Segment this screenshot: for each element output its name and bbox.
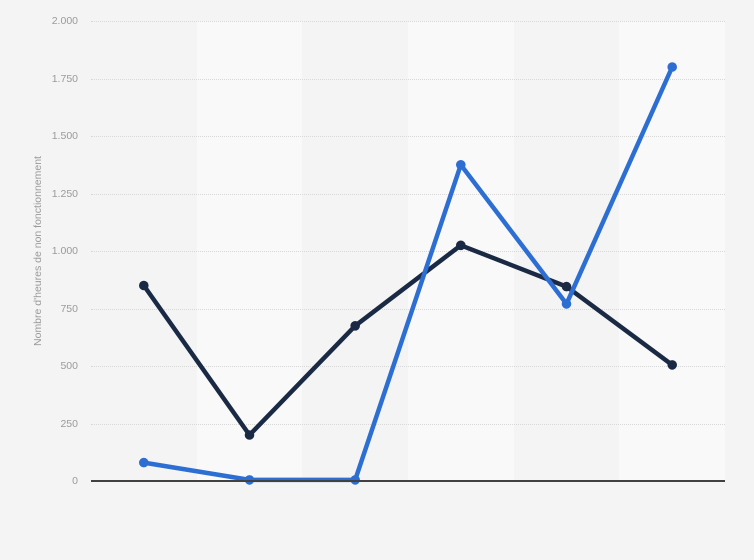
dark-navy-series-data-point[interactable]	[139, 280, 149, 291]
dark-navy-series-data-point[interactable]	[244, 430, 255, 440]
blue-series-data-point[interactable]	[350, 475, 361, 485]
blue-series-line	[141, 64, 675, 483]
y-tick-label: 1.250	[51, 187, 78, 200]
chart-svg	[139, 62, 677, 485]
blue-series-data-point[interactable]	[667, 62, 677, 72]
blue-series-data-point[interactable]	[456, 160, 466, 170]
y-tick-label: 0	[72, 475, 78, 487]
gridline	[91, 423, 725, 425]
blue-series-data-point[interactable]	[561, 299, 572, 309]
gridline	[91, 21, 725, 22]
gridline	[91, 193, 725, 195]
blue-series-data-point[interactable]	[139, 457, 149, 468]
y-tick-label: 1.750	[51, 72, 78, 85]
plot-area	[91, 21, 725, 485]
gridline	[91, 251, 725, 252]
y-tick-label: 2.000	[51, 15, 78, 27]
y-axis-labels: 0 250 500 750 1.000 1.250 1.500 1.750 2.000	[0, 0, 78, 560]
dark-navy-series-data-point[interactable]	[350, 321, 361, 331]
dark-navy-series-data-point[interactable]	[667, 360, 677, 370]
dark-navy-series-line	[141, 243, 675, 438]
x-axis-line	[91, 480, 725, 482]
y-tick-label: 1.000	[51, 245, 78, 257]
y-tick-label: 1.500	[51, 130, 78, 142]
dark-navy-series-data-point[interactable]	[456, 240, 466, 251]
gridline	[91, 136, 725, 137]
dark-navy-series-data-point[interactable]	[561, 281, 572, 292]
gridline	[91, 78, 725, 80]
blue-series-data-point[interactable]	[244, 475, 255, 485]
gridline	[91, 308, 725, 310]
y-tick-label: 750	[60, 302, 78, 315]
y-tick-label: 500	[60, 360, 78, 372]
y-tick-label: 250	[60, 417, 78, 430]
gridline	[91, 366, 725, 367]
